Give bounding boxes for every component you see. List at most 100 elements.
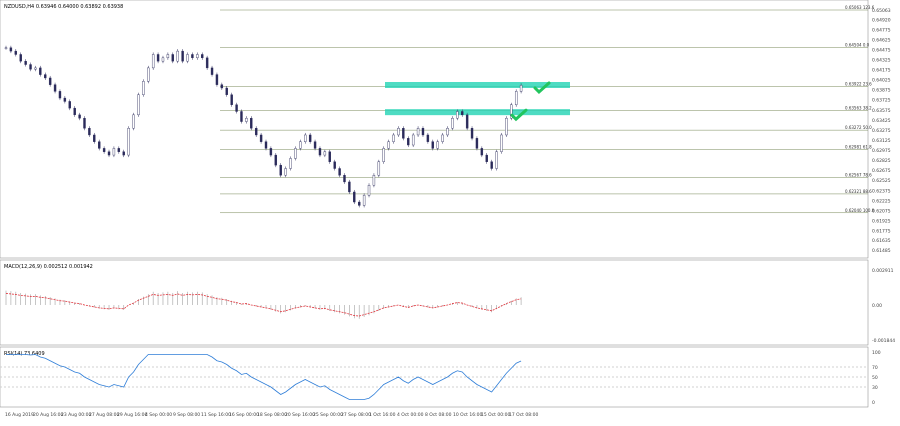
candle-body — [19, 54, 22, 62]
price-panel: NZDUSD,H4 0.63946 0.64000 0.63892 0.6393… — [0, 0, 891, 259]
candle-body — [254, 128, 258, 136]
macd-panel-frame — [0, 259, 869, 346]
price-tick-label: 0.64775 — [872, 27, 891, 33]
symbol-header: NZDUSD,H4 0.63946 0.64000 0.63892 0.6393… — [4, 4, 123, 10]
checkmark-icon — [533, 81, 551, 95]
macd-axis-labels: 0.002911 0.00 -0.001844 — [872, 268, 895, 344]
candle-body — [240, 111, 243, 122]
candle-body — [377, 161, 381, 176]
time-tick-label: 8 Oct 08:00 — [425, 412, 452, 418]
candle-body — [514, 91, 518, 105]
candle-body — [63, 97, 67, 102]
candle-body — [382, 148, 385, 162]
candle-body — [147, 67, 150, 82]
candle-body — [441, 134, 444, 142]
candle-body — [274, 154, 278, 166]
candle-body — [313, 141, 317, 149]
price-tick-label: 0.62075 — [872, 208, 891, 214]
candle-body — [112, 148, 116, 156]
candle-body — [470, 128, 474, 139]
price-tick-label: 0.63575 — [872, 108, 891, 114]
price-tick-label: 0.61485 — [872, 248, 891, 254]
candle-body — [421, 128, 425, 136]
time-tick-label: 15 Oct 00:00 — [481, 412, 510, 418]
candle-body — [4, 47, 8, 49]
candle-body — [446, 128, 449, 136]
breakout-checkmarks — [510, 81, 551, 122]
candle-body — [137, 94, 140, 116]
candle-body — [505, 117, 508, 136]
rsi-level-lines — [0, 366, 868, 388]
price-tick-label: 0.63125 — [872, 138, 891, 144]
candle-body — [166, 54, 170, 59]
candle-body — [519, 85, 523, 92]
resistance-zone — [385, 81, 570, 88]
candle-body — [83, 117, 86, 129]
candle-body — [259, 134, 263, 142]
candle-body — [387, 141, 390, 149]
candle-body — [402, 128, 405, 139]
candle-body — [171, 54, 174, 62]
candle-body — [490, 161, 493, 169]
rsi-tick-label: 0 — [872, 400, 875, 406]
candle-body — [284, 168, 287, 176]
fibonacci-label: 0.62321 88.6 — [845, 189, 872, 194]
candle-body — [465, 114, 469, 129]
rsi-axis-labels: 100 70 50 30 0 — [872, 350, 881, 406]
candle-body — [269, 148, 273, 156]
candle-body — [362, 195, 366, 206]
time-tick-label: 25 Sep 00:00 — [313, 412, 343, 418]
candle-body — [397, 128, 400, 136]
candle-body — [205, 57, 209, 69]
price-tick-label: 0.64325 — [872, 58, 891, 64]
candle-body — [323, 151, 327, 156]
price-tick-label: 0.61635 — [872, 238, 891, 244]
fibonacci-label: 0.62040 100.0 — [845, 208, 875, 213]
candle-body — [107, 151, 111, 156]
price-tick-label: 0.63425 — [872, 118, 891, 124]
candle-body — [411, 134, 415, 146]
candle-body — [186, 54, 189, 62]
time-tick-label: 4 Sep 00:00 — [145, 412, 172, 418]
candle-body — [235, 104, 238, 112]
candle-body — [431, 141, 434, 149]
fibonacci-label: 0.63922 23.6 — [845, 82, 872, 87]
price-tick-label: 0.62375 — [872, 188, 891, 194]
rsi-tick-label: 30 — [872, 385, 878, 391]
candle-body — [24, 60, 27, 65]
time-tick-label: 20 Aug 16:00 — [33, 412, 63, 418]
price-tick-label: 0.64625 — [872, 37, 891, 43]
candle-body — [416, 128, 420, 136]
candle-body — [480, 148, 484, 156]
candle-body — [250, 117, 253, 129]
fibonacci-label: 0.63563 38.2 — [845, 106, 872, 111]
candle-body — [485, 154, 488, 162]
price-tick-label: 0.64025 — [872, 78, 891, 84]
price-tick-label: 0.64475 — [872, 47, 891, 53]
fibonacci-label: 0.64504 0.0 — [845, 42, 870, 47]
candle-body — [73, 107, 76, 116]
candle-body — [29, 64, 32, 70]
candle-body — [98, 141, 101, 149]
candle-body — [367, 185, 371, 196]
candle-body — [215, 74, 219, 85]
rsi-tick-label: 50 — [872, 375, 878, 381]
candle-body — [132, 114, 135, 129]
time-tick-label: 11 Sep 16:00 — [201, 412, 231, 418]
time-tick-label: 9 Sep 08:00 — [173, 412, 200, 418]
candle-body — [39, 67, 42, 75]
candle-body — [78, 114, 81, 119]
price-axis-labels: 0.65063 0.64920 0.64775 0.64625 0.64475 0.643… — [872, 8, 891, 254]
candle-body — [495, 151, 498, 169]
price-tick-label: 0.63275 — [872, 128, 891, 134]
candle-body — [279, 164, 282, 176]
time-tick-label: 27 Aug 08:00 — [89, 412, 119, 418]
candle-body — [34, 67, 37, 70]
candle-body — [372, 175, 376, 186]
candle-body — [220, 84, 224, 89]
price-tick-label: 0.62675 — [872, 168, 891, 174]
candle-body — [44, 74, 47, 79]
candle-body — [191, 54, 194, 59]
